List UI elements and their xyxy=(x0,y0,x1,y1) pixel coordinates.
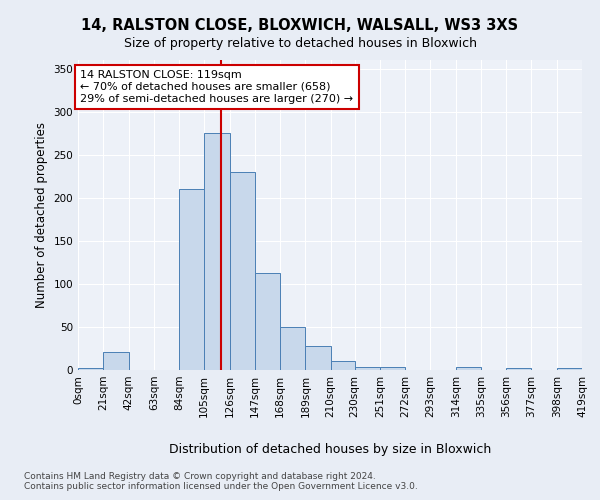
Text: Size of property relative to detached houses in Bloxwich: Size of property relative to detached ho… xyxy=(124,38,476,51)
Text: Contains HM Land Registry data © Crown copyright and database right 2024.: Contains HM Land Registry data © Crown c… xyxy=(24,472,376,481)
Bar xyxy=(355,366,380,370)
Bar xyxy=(78,368,103,370)
Bar xyxy=(305,346,331,370)
Bar xyxy=(280,327,305,370)
Bar xyxy=(205,133,230,370)
Bar xyxy=(455,368,481,370)
Bar xyxy=(506,368,532,370)
Text: 14, RALSTON CLOSE, BLOXWICH, WALSALL, WS3 3XS: 14, RALSTON CLOSE, BLOXWICH, WALSALL, WS… xyxy=(82,18,518,32)
Bar xyxy=(179,189,205,370)
Text: Contains public sector information licensed under the Open Government Licence v3: Contains public sector information licen… xyxy=(24,482,418,491)
Text: 14 RALSTON CLOSE: 119sqm
← 70% of detached houses are smaller (658)
29% of semi-: 14 RALSTON CLOSE: 119sqm ← 70% of detach… xyxy=(80,70,353,104)
Bar xyxy=(103,352,128,370)
Bar xyxy=(230,172,255,370)
Text: Distribution of detached houses by size in Bloxwich: Distribution of detached houses by size … xyxy=(169,442,491,456)
Bar xyxy=(331,362,355,370)
Y-axis label: Number of detached properties: Number of detached properties xyxy=(35,122,48,308)
Bar xyxy=(255,272,280,370)
Bar xyxy=(557,368,582,370)
Bar xyxy=(380,366,405,370)
